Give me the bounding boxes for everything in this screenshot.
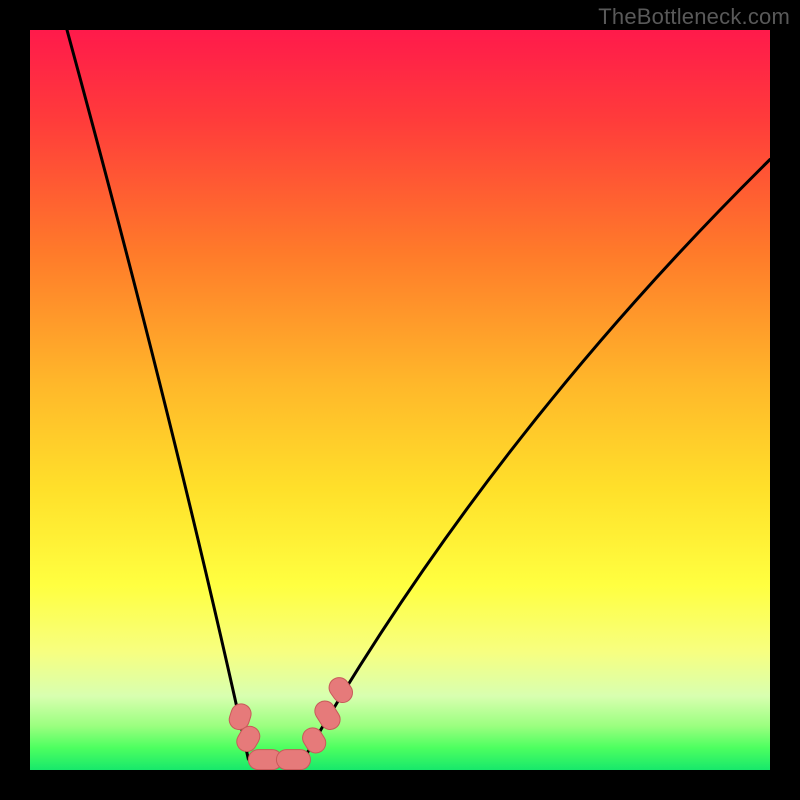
bottleneck-chart: TheBottleneck.com — [0, 0, 800, 800]
watermark-text: TheBottleneck.com — [598, 4, 790, 30]
outer-frame — [0, 0, 800, 800]
